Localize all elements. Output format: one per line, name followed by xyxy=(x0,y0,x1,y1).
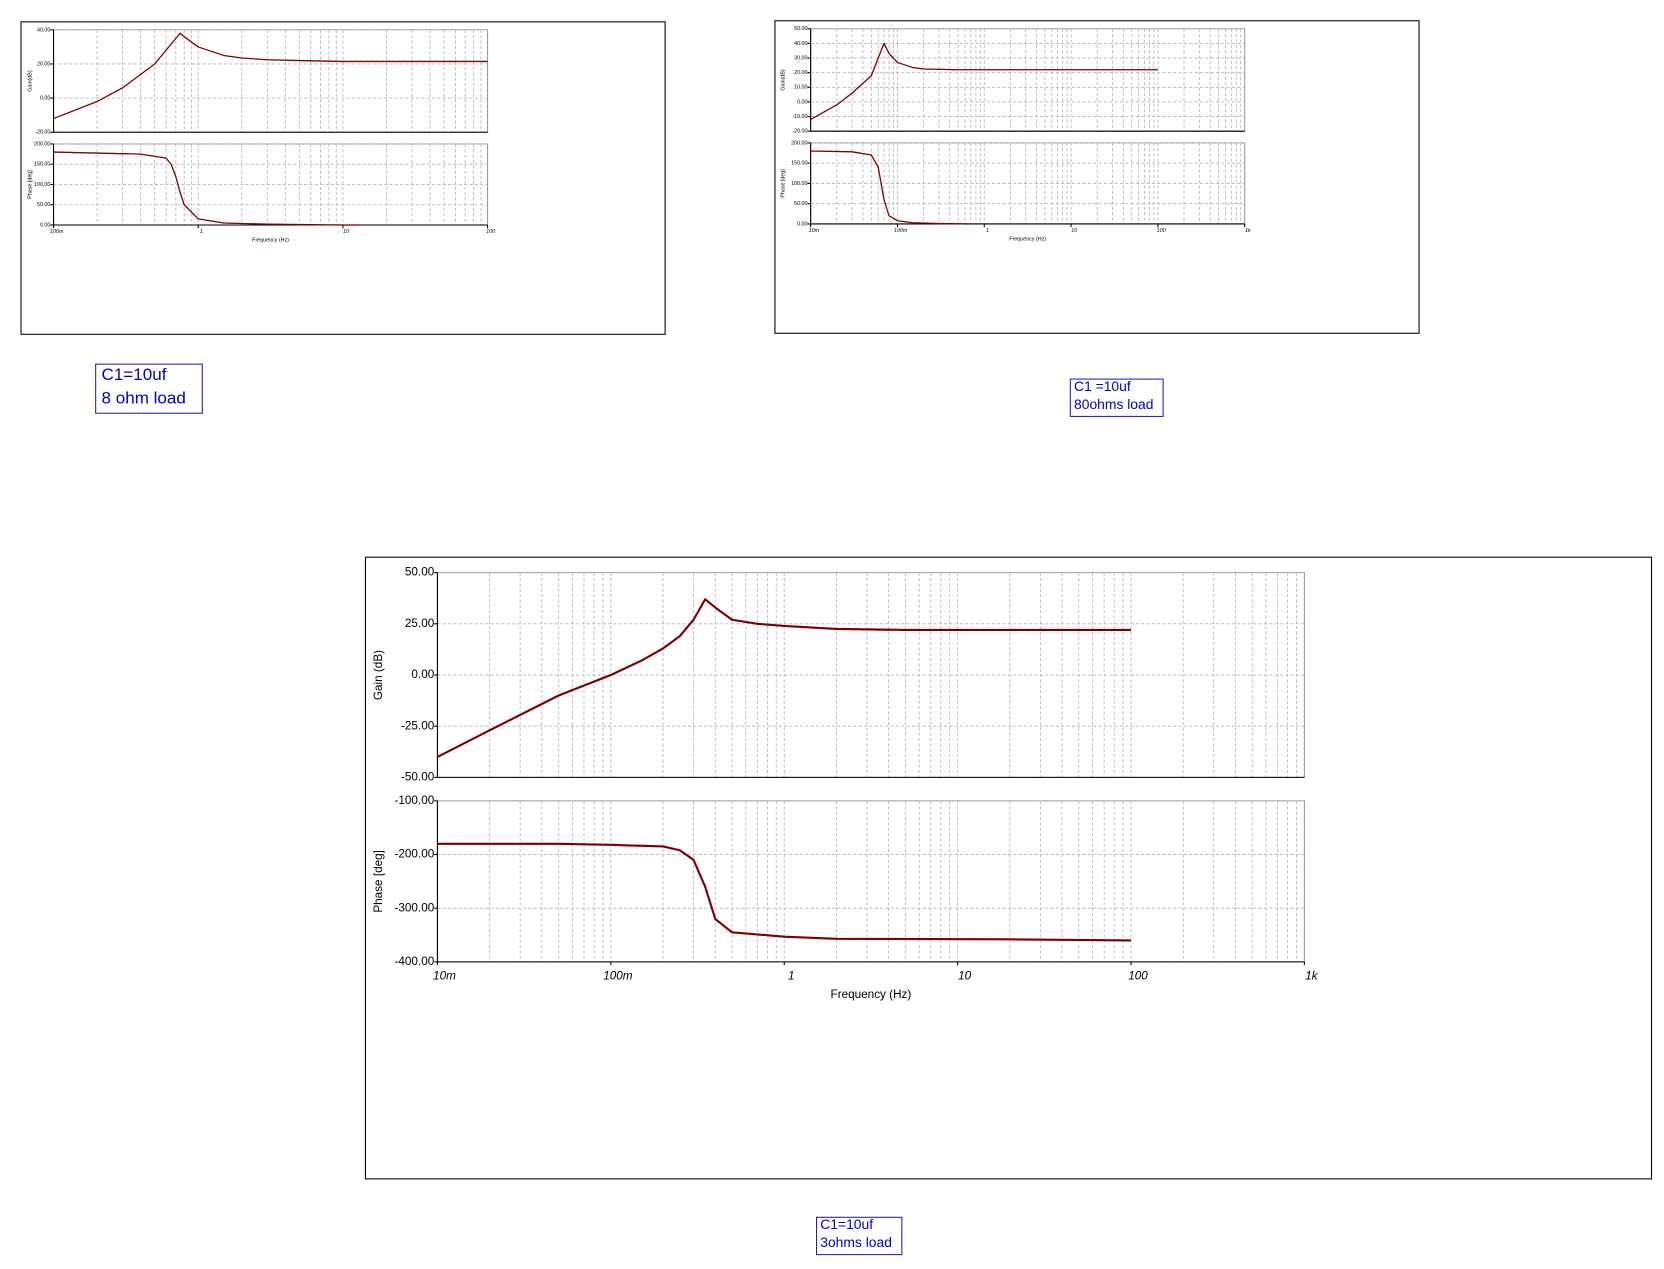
x-tick-label: 1 xyxy=(200,229,203,235)
y-tick-label: -20.00 xyxy=(35,130,50,136)
plot-area xyxy=(436,800,1305,963)
x-tick-label: 100 xyxy=(486,229,495,235)
plot-area xyxy=(810,28,1246,132)
caption-line: 3ohms load xyxy=(820,1234,892,1250)
y-tick-label: 150.00 xyxy=(791,161,807,167)
y-axis-label: Gain(dB) xyxy=(27,70,33,92)
y-tick-label: 50.00 xyxy=(794,26,807,32)
caption-box xyxy=(816,1216,903,1256)
y-tick-label: 0.00 xyxy=(40,222,50,228)
y-tick-label: 20.00 xyxy=(794,70,807,76)
y-tick-label: 100.00 xyxy=(791,181,807,187)
x-tick-label: 100 xyxy=(1157,228,1166,234)
data-line xyxy=(810,42,1158,121)
y-tick-label: 150.00 xyxy=(34,162,50,168)
y-tick-label: -100.00 xyxy=(394,794,434,807)
x-tick-label: 100m xyxy=(894,228,908,234)
y-tick-label: 200.00 xyxy=(34,141,50,147)
y-tick-label: 20.00 xyxy=(37,61,50,67)
data-line xyxy=(53,32,488,120)
x-tick-label: 10 xyxy=(343,229,349,235)
x-tick-label: 10 xyxy=(1071,228,1077,234)
plot-area xyxy=(53,29,489,133)
x-axis-label: Frequency (Hz) xyxy=(252,237,289,243)
caption-line: 80ohms load xyxy=(1074,396,1153,412)
y-axis-label: Gain(dB) xyxy=(780,69,786,91)
x-tick-label: 1 xyxy=(788,970,795,983)
x-tick-label: 1k xyxy=(1305,970,1319,983)
y-tick-label: 40.00 xyxy=(37,27,50,33)
caption-box xyxy=(1069,378,1164,417)
y-tick-label: -50.00 xyxy=(401,770,435,783)
x-tick-label: 10m xyxy=(809,228,820,234)
chart-frame xyxy=(364,556,1653,1180)
x-axis-label: Frequency (Hz) xyxy=(1009,236,1046,242)
caption-box xyxy=(95,363,203,414)
y-axis-label: Gain (dB) xyxy=(372,650,385,700)
x-axis-label: Frequency (Hz) xyxy=(831,988,912,1001)
y-tick-label: 0.00 xyxy=(40,96,50,102)
y-tick-label: 0.00 xyxy=(797,221,807,227)
y-tick-label: 25.00 xyxy=(405,617,435,630)
y-tick-label: -300.00 xyxy=(394,901,434,914)
data-line xyxy=(810,150,969,225)
data-line xyxy=(437,842,1132,942)
y-axis-label: Phase [deg] xyxy=(372,850,385,913)
y-tick-label: 40.00 xyxy=(794,41,807,47)
y-tick-label: 50.00 xyxy=(37,202,50,208)
y-tick-label: -25.00 xyxy=(401,719,435,732)
x-tick-label: 100 xyxy=(1128,970,1148,983)
x-tick-label: 10 xyxy=(958,970,972,983)
x-tick-label: 10m xyxy=(433,970,456,983)
y-tick-label: 200.00 xyxy=(791,140,807,146)
y-tick-label: 50.00 xyxy=(405,566,435,579)
y-tick-label: -400.00 xyxy=(394,955,434,968)
chart-frame xyxy=(20,21,666,335)
chart-frame xyxy=(774,20,1420,334)
y-tick-label: 50.00 xyxy=(794,201,807,207)
y-tick-label: -200.00 xyxy=(394,848,434,861)
caption-line: 8 ohm load xyxy=(102,388,186,407)
x-tick-label: 100m xyxy=(50,229,64,235)
y-tick-label: -10.00 xyxy=(792,114,807,120)
data-line xyxy=(436,598,1132,758)
y-tick-label: 0.00 xyxy=(411,668,434,681)
y-axis-label: Phase [deg] xyxy=(27,170,33,199)
x-tick-label: 100m xyxy=(603,970,633,983)
y-tick-label: 0.00 xyxy=(797,99,807,105)
y-tick-label: 10.00 xyxy=(794,85,807,91)
data-line xyxy=(53,151,362,226)
y-tick-label: -20.00 xyxy=(792,129,807,135)
x-tick-label: 1 xyxy=(986,228,989,234)
x-tick-label: 1k xyxy=(1245,228,1251,234)
y-tick-label: 30.00 xyxy=(794,55,807,61)
caption-line: C1 =10uf xyxy=(1074,378,1131,394)
caption-line: C1=10uf xyxy=(820,1216,873,1232)
y-tick-label: 100.00 xyxy=(34,182,50,188)
caption-line: C1=10uf xyxy=(102,365,167,384)
y-axis-label: Phase [deg] xyxy=(780,169,786,198)
